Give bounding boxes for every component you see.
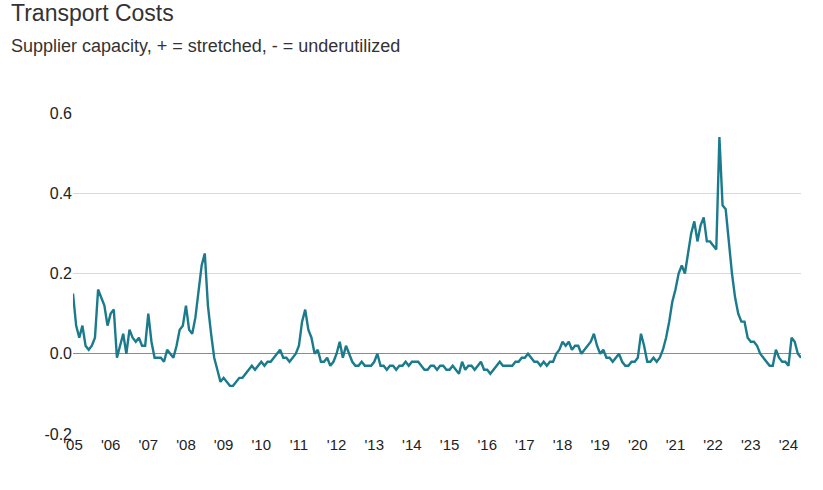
svg-text:'07: '07 (139, 436, 159, 453)
svg-text:0.6: 0.6 (50, 105, 72, 122)
svg-text:0.4: 0.4 (50, 185, 72, 202)
svg-text:'14: '14 (402, 436, 422, 453)
svg-text:'06: '06 (101, 436, 121, 453)
svg-text:'10: '10 (251, 436, 271, 453)
svg-text:0.0: 0.0 (50, 345, 72, 362)
svg-text:'24: '24 (779, 436, 799, 453)
svg-text:'23: '23 (741, 436, 761, 453)
svg-text:'11: '11 (290, 436, 308, 453)
svg-text:'20: '20 (628, 436, 648, 453)
svg-text:'21: '21 (666, 436, 686, 453)
svg-text:'19: '19 (590, 436, 610, 453)
svg-text:Transport Costs: Transport Costs (11, 0, 174, 26)
svg-text:'05: '05 (63, 436, 83, 453)
svg-text:'09: '09 (214, 436, 234, 453)
svg-text:-0.2: -0.2 (44, 426, 72, 443)
svg-text:'18: '18 (553, 436, 573, 453)
svg-text:'15: '15 (440, 436, 460, 453)
svg-text:'12: '12 (327, 436, 347, 453)
svg-text:'13: '13 (364, 436, 384, 453)
svg-text:'22: '22 (703, 436, 723, 453)
svg-text:'16: '16 (477, 436, 497, 453)
svg-text:Supplier capacity, + = stretch: Supplier capacity, + = stretched, - = un… (11, 36, 400, 56)
svg-text:0.2: 0.2 (50, 265, 72, 282)
svg-text:'08: '08 (176, 436, 196, 453)
svg-text:'17: '17 (515, 436, 535, 453)
